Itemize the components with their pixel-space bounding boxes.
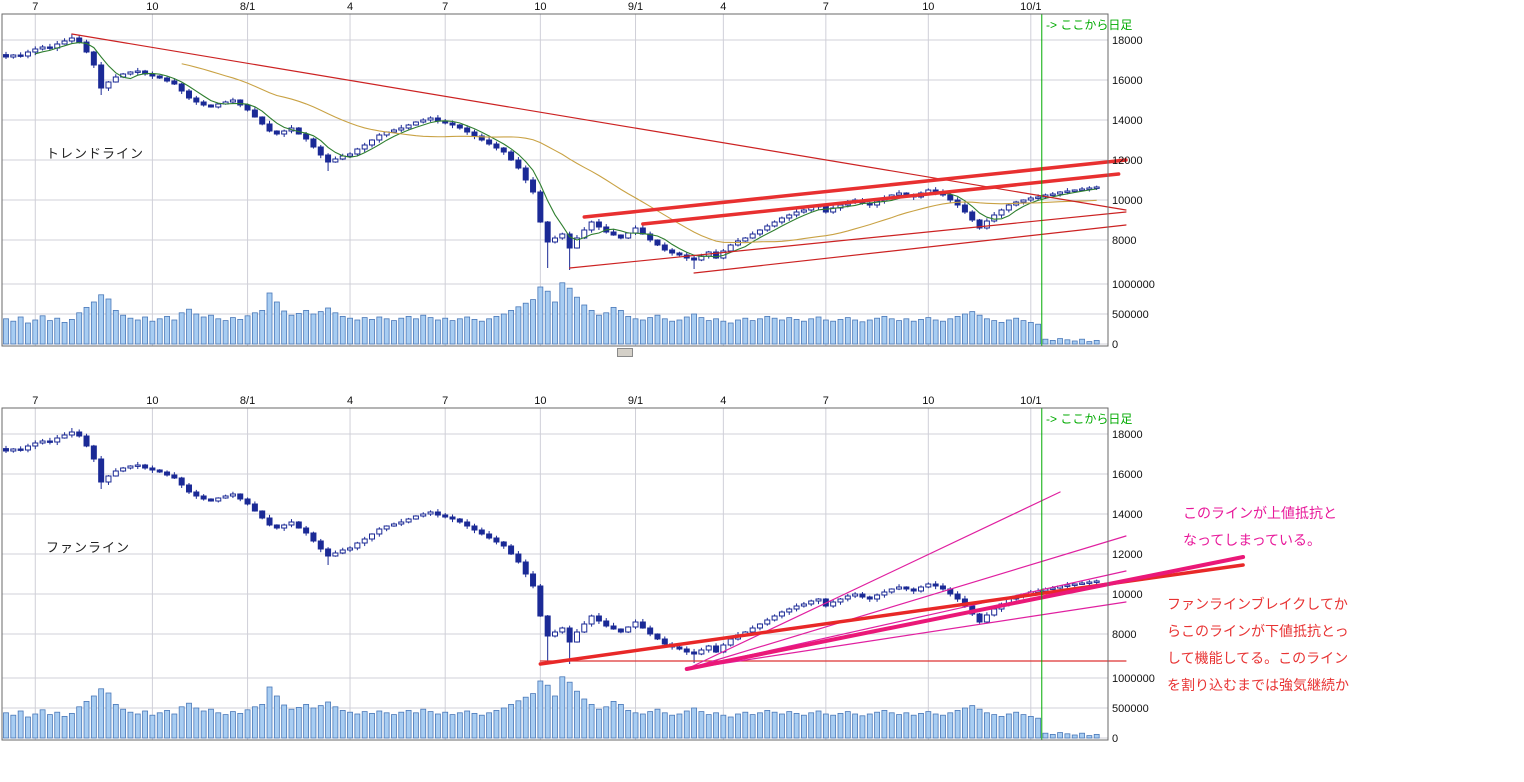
svg-text:500000: 500000 — [1112, 703, 1149, 715]
svg-text:10: 10 — [146, 395, 158, 407]
support-note: ファンラインブレイクしてか らこのラインが下値抵抗とっ して機能してる。このライ… — [1167, 591, 1349, 699]
svg-text:7: 7 — [32, 1, 38, 13]
svg-text:8000: 8000 — [1112, 629, 1136, 641]
trendline-chart-title: トレンドライン — [46, 146, 145, 161]
svg-text:1000000: 1000000 — [1112, 673, 1155, 685]
svg-text:18000: 18000 — [1112, 35, 1143, 47]
svg-text:10/1: 10/1 — [1020, 1, 1041, 13]
svg-text:4: 4 — [347, 395, 353, 407]
svg-text:0: 0 — [1112, 339, 1118, 351]
axis-layer: 18000 16000 14000 12000 10000 8000 1000000 5000… — [1, 1, 1155, 351]
svg-text:10: 10 — [922, 395, 934, 407]
svg-text:16000: 16000 — [1112, 469, 1143, 481]
support-note-line: を割り込むまでは強気継続か — [1167, 677, 1349, 693]
support-note-line: ファンラインブレイクしてか — [1167, 596, 1348, 612]
svg-text:16000: 16000 — [1112, 75, 1143, 87]
svg-text:4: 4 — [347, 1, 353, 13]
fanline-chart-title: ファンライン — [46, 540, 131, 555]
svg-text:14000: 14000 — [1112, 115, 1143, 127]
svg-text:9/1: 9/1 — [628, 1, 643, 13]
support-note-line: して機能してる。このライン — [1167, 650, 1349, 666]
candles-layer — [3, 34, 1100, 270]
volume-layer — [3, 676, 1100, 739]
svg-text:10: 10 — [146, 1, 158, 13]
axis-layer: 18000 16000 14000 12000 10000 8000 1000000 5000… — [1, 395, 1155, 745]
svg-text:12000: 12000 — [1112, 549, 1143, 561]
candles-layer — [3, 428, 1100, 664]
resistance-note: このラインが上値抵抗と なってしまっている。 — [1183, 500, 1337, 554]
svg-text:7: 7 — [442, 1, 448, 13]
moving-average-layer — [35, 42, 1097, 258]
svg-text:4: 4 — [720, 395, 726, 407]
svg-text:4: 4 — [720, 1, 726, 13]
svg-text:7: 7 — [32, 395, 38, 407]
svg-text:18000: 18000 — [1112, 429, 1143, 441]
daily-marker-label: -> ここから日足 — [1046, 412, 1133, 426]
svg-text:10: 10 — [534, 1, 546, 13]
fanline-chart-canvas[interactable]: 18000 16000 14000 12000 10000 8000 1000000 5000… — [0, 394, 1246, 752]
svg-text:0: 0 — [1112, 733, 1118, 745]
svg-text:10: 10 — [534, 395, 546, 407]
svg-text:7: 7 — [823, 395, 829, 407]
daily-marker-label: -> ここから日足 — [1046, 18, 1133, 32]
svg-text:8000: 8000 — [1112, 235, 1136, 247]
svg-text:500000: 500000 — [1112, 309, 1149, 321]
support-note-line: らこのラインが下値抵抗とっ — [1167, 623, 1349, 639]
volume-layer — [3, 282, 1100, 345]
resistance-note-line: なってしまっている。 — [1183, 532, 1322, 548]
svg-text:8/1: 8/1 — [240, 1, 255, 13]
svg-text:8/1: 8/1 — [240, 395, 255, 407]
svg-text:9/1: 9/1 — [628, 395, 643, 407]
svg-text:10: 10 — [922, 1, 934, 13]
grid-layer — [2, 408, 1108, 740]
drawn-lines-layer — [538, 408, 1246, 740]
h-scrollbar-thumb[interactable] — [617, 348, 633, 357]
trendline-panel: 18000 16000 14000 12000 10000 8000 1000000 5000… — [0, 0, 1300, 358]
drawn-lines-layer — [71, 14, 1128, 346]
svg-text:10000: 10000 — [1112, 195, 1143, 207]
svg-text:12000: 12000 — [1112, 155, 1143, 167]
svg-text:10000: 10000 — [1112, 589, 1143, 601]
svg-text:7: 7 — [442, 395, 448, 407]
resistance-note-line: このラインが上値抵抗と — [1183, 505, 1337, 521]
svg-text:14000: 14000 — [1112, 509, 1143, 521]
fanline-panel: 18000 16000 14000 12000 10000 8000 1000000 5000… — [0, 394, 1300, 752]
svg-text:7: 7 — [823, 1, 829, 13]
svg-text:10/1: 10/1 — [1020, 395, 1041, 407]
trendline-chart-canvas[interactable]: 18000 16000 14000 12000 10000 8000 1000000 5000… — [0, 0, 1155, 358]
svg-text:1000000: 1000000 — [1112, 279, 1155, 291]
